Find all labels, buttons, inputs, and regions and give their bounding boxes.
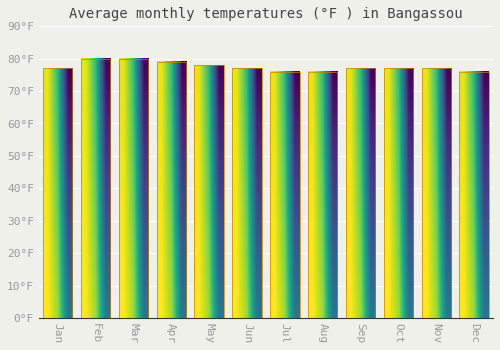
Bar — [308, 72, 338, 318]
Bar — [460, 72, 489, 318]
Bar — [422, 68, 451, 318]
Bar — [156, 62, 186, 318]
Bar — [81, 59, 110, 318]
Bar — [232, 68, 262, 318]
Bar — [384, 68, 413, 318]
Bar — [270, 72, 300, 318]
Bar — [194, 65, 224, 318]
Title: Average monthly temperatures (°F ) in Bangassou: Average monthly temperatures (°F ) in Ba… — [69, 7, 462, 21]
Bar — [118, 59, 148, 318]
Bar — [43, 68, 72, 318]
Bar — [346, 68, 376, 318]
